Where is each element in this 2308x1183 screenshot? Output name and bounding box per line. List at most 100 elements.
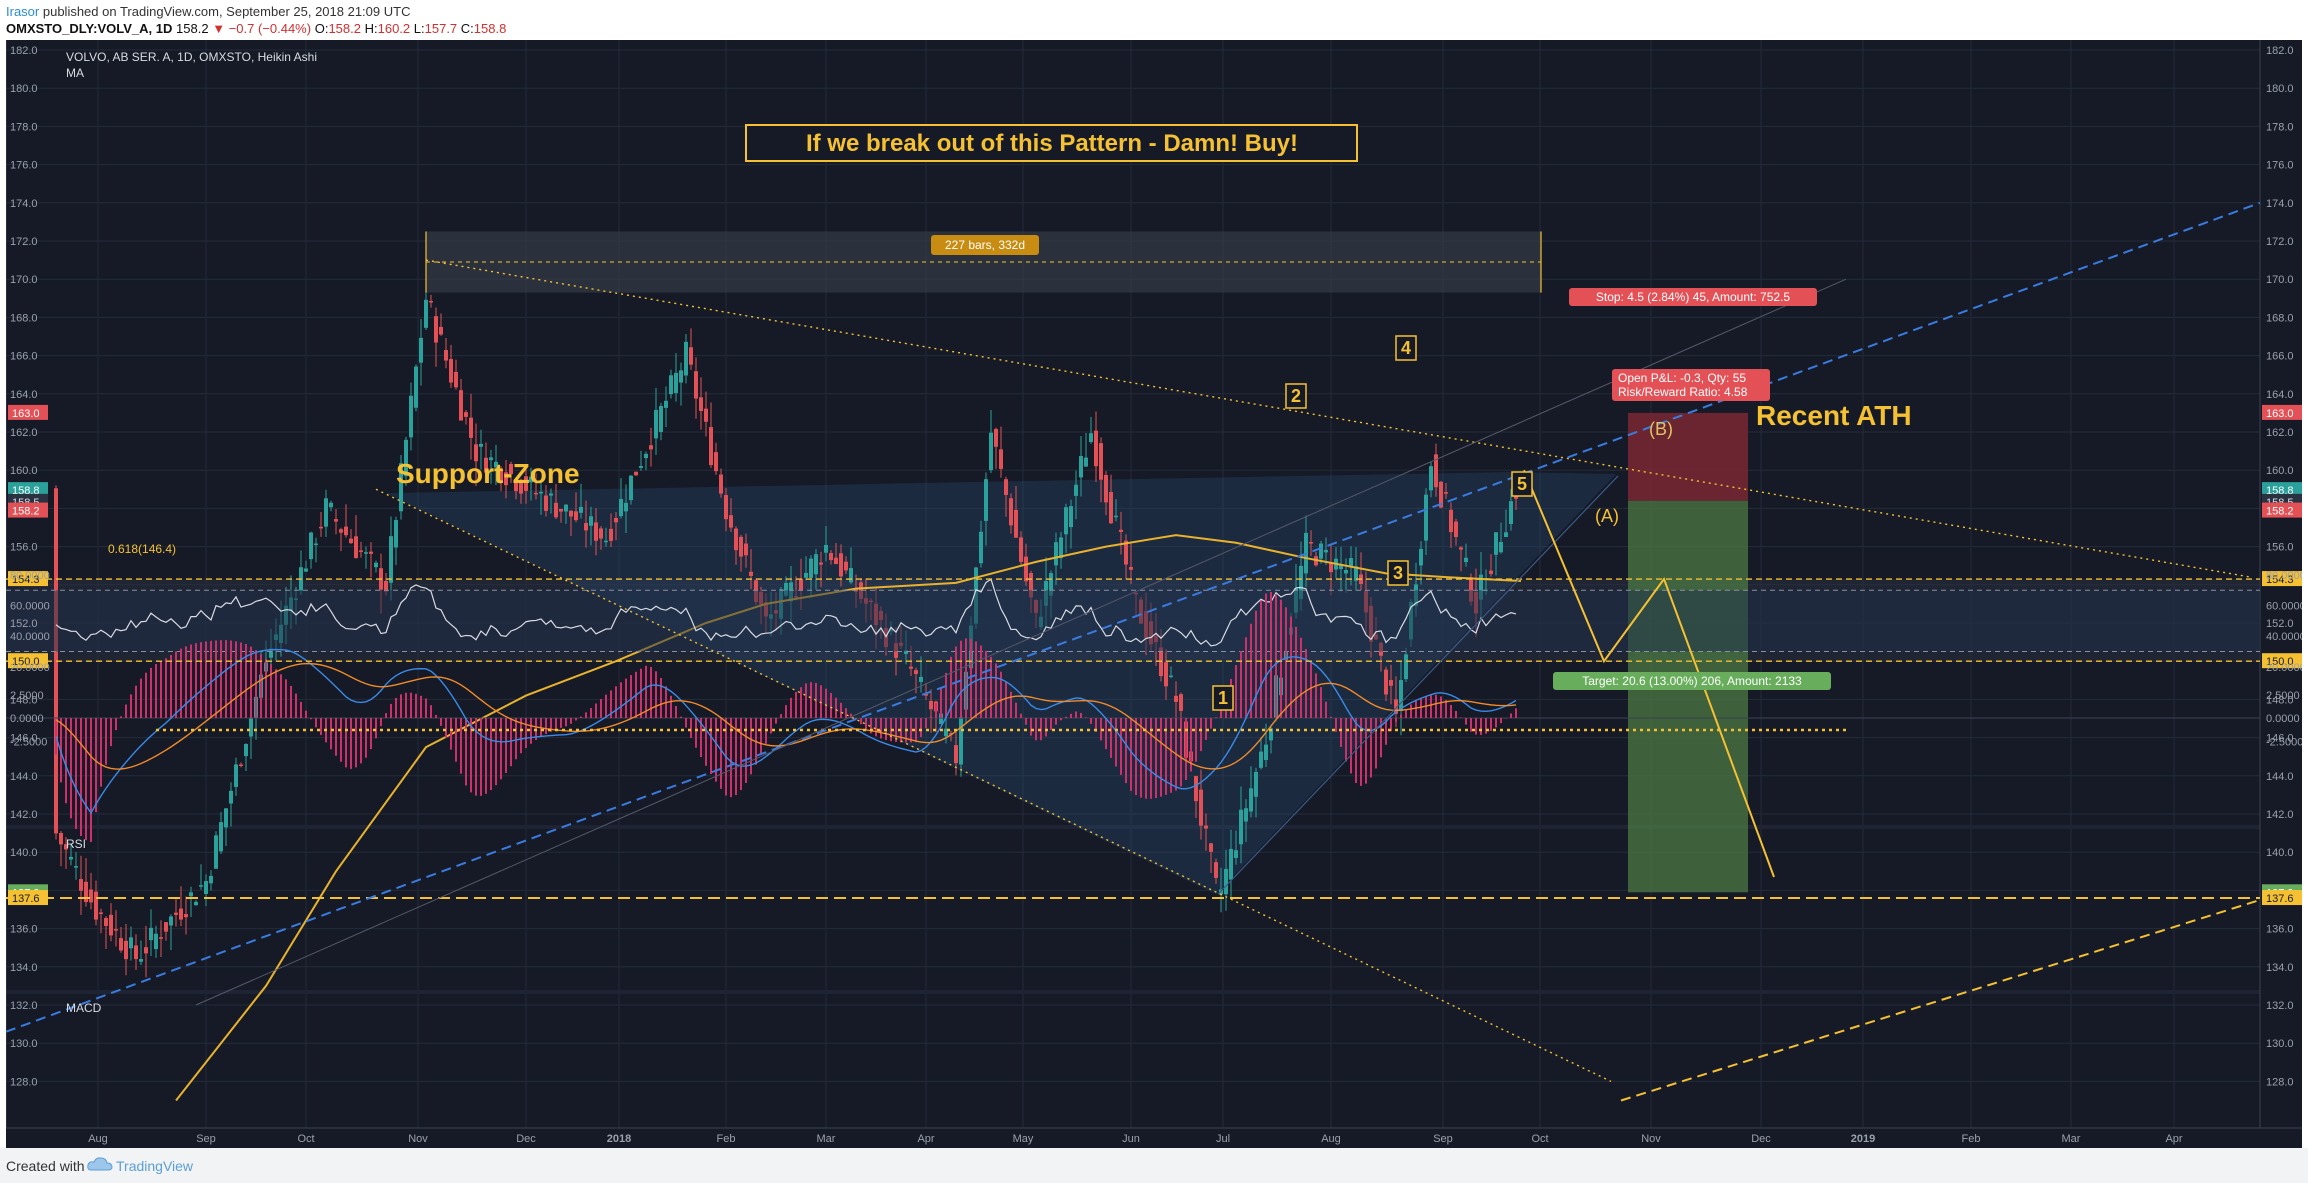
wave-box — [1395, 335, 1417, 361]
price-tick-left: 160.0 — [10, 465, 38, 477]
price-badge-right — [2262, 890, 2302, 906]
time-tick: Apr — [2165, 1133, 2182, 1145]
chart-canvas[interactable]: 182.0 182.0 180.0 180.0 178.0 178.0 176.0 176.0… — [6, 40, 2302, 1148]
candle-body — [849, 567, 853, 583]
candle-body — [1354, 566, 1358, 581]
price-tick-left: 176.0 — [10, 160, 38, 172]
candle-body — [1024, 556, 1028, 582]
rsi-tick-left: 20.0000 — [10, 662, 50, 674]
headline-box — [745, 124, 1358, 162]
time-tick: Sep — [196, 1133, 216, 1145]
candle-body — [1169, 675, 1173, 678]
candle-body — [1504, 532, 1508, 538]
time-axis-bg — [6, 1128, 2302, 1148]
candle-body — [574, 511, 578, 521]
candle-body — [1329, 563, 1333, 573]
candle-body — [414, 366, 418, 408]
candle-body — [994, 429, 998, 447]
time-tick: Dec — [1751, 1133, 1771, 1145]
low-label: L: — [413, 21, 425, 36]
projection-path — [1523, 469, 1775, 878]
price-tick-left: 170.0 — [10, 274, 38, 286]
candle-body — [334, 519, 338, 522]
candle-body — [619, 498, 623, 517]
candle-body — [519, 481, 523, 494]
price-tick-right: 144.0 — [2266, 771, 2294, 783]
open-value: 158.2 — [328, 21, 361, 36]
time-tick: Aug — [88, 1133, 108, 1145]
upper-trendline — [425, 259, 2252, 578]
candle-body — [909, 666, 913, 669]
price-badge-right-text: 154.3 — [2266, 574, 2294, 586]
candle-body — [924, 694, 928, 696]
candle-body — [224, 808, 228, 828]
moving-average-line — [175, 534, 1522, 1102]
price-tick-left: 164.0 — [10, 389, 38, 401]
price-tick-left: 166.0 — [10, 351, 38, 363]
price-tick-left: 168.0 — [10, 312, 38, 324]
price-tick-right: 180.0 — [2266, 83, 2294, 95]
candle-body — [634, 471, 638, 476]
target-zone-rect — [1628, 500, 1748, 893]
price-badge-right-text: 137.6 — [2266, 893, 2294, 905]
candle-body — [1234, 850, 1238, 858]
candle-body — [109, 914, 113, 936]
candle-body — [1004, 479, 1008, 496]
candle-body — [1094, 430, 1098, 467]
candle-body — [839, 553, 843, 577]
candle-body — [64, 844, 68, 850]
candle-body — [1454, 521, 1458, 537]
chart-area[interactable]: 182.0 182.0 180.0 180.0 178.0 178.0 176.0 176.0… — [6, 40, 2302, 1148]
candle-body — [1459, 547, 1463, 550]
candle-body — [1049, 573, 1053, 596]
time-tick: 2019 — [1851, 1133, 1875, 1145]
price-tick-right: 156.0 — [2266, 542, 2294, 554]
candle-body — [1064, 507, 1068, 535]
candle-body — [479, 443, 483, 447]
publish-line: Irasor published on TradingView.com, Sep… — [6, 4, 410, 19]
candle-body — [1324, 549, 1328, 553]
wave-label-3: 3 — [1393, 563, 1403, 583]
candle-body — [194, 901, 198, 906]
candle-body — [1214, 862, 1218, 878]
candle-body — [1164, 662, 1168, 687]
candle-body — [669, 375, 673, 395]
author-link[interactable]: Irasor — [6, 4, 40, 19]
wave-label-5: 5 — [1517, 474, 1527, 494]
rsi-tick-right: 20.0000 — [2266, 662, 2302, 674]
rsi-line — [55, 578, 1517, 647]
candle-body — [269, 648, 273, 658]
price-tick-right: 162.0 — [2266, 427, 2294, 439]
candle-body — [1444, 492, 1448, 494]
tradingview-brand-link[interactable]: TradingView — [116, 1158, 194, 1174]
candle-body — [949, 733, 953, 735]
candle-body — [594, 522, 598, 541]
candle-body — [734, 528, 738, 551]
candle-body — [1264, 744, 1268, 761]
indicators-layer — [6, 534, 2260, 1102]
candle-body — [719, 474, 723, 494]
candle-body — [1299, 565, 1303, 600]
time-tick: Sep — [1433, 1133, 1453, 1145]
candle-body — [329, 502, 333, 508]
candle-body — [689, 347, 693, 365]
candle-body — [709, 427, 713, 466]
rsi-tick-right: 80.0000 — [2266, 570, 2302, 582]
macd-tick-left: 0.0000 — [10, 713, 44, 725]
candle-body — [1309, 542, 1313, 544]
macd-tick-left: 2.5000 — [10, 690, 44, 702]
candle-body — [409, 395, 413, 438]
candle-body — [1239, 809, 1243, 845]
candle-body — [454, 371, 458, 388]
price-tick-right: 178.0 — [2266, 121, 2294, 133]
price-badge-right — [2262, 404, 2302, 420]
candle-body — [984, 479, 988, 521]
candle-body — [674, 372, 678, 394]
stop-zone-rect — [1628, 412, 1748, 501]
candle-body — [824, 544, 828, 553]
price-badge-right — [2262, 502, 2302, 518]
candle-body — [1389, 680, 1393, 686]
price-badge-right — [2262, 482, 2302, 498]
support-zone-label: Support-Zone — [396, 458, 580, 489]
time-tick: Mar — [817, 1133, 836, 1145]
